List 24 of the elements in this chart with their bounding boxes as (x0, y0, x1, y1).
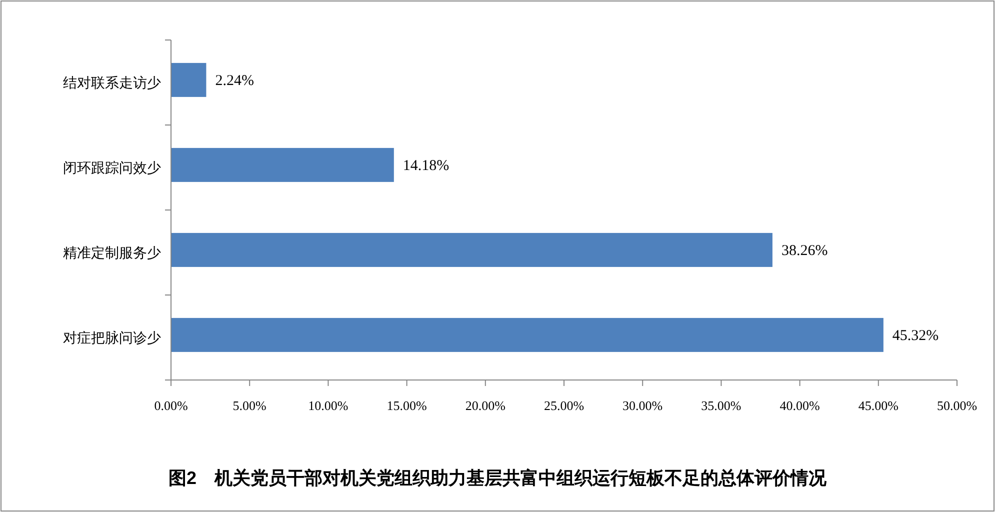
x-tick-label: 30.00% (622, 398, 663, 413)
x-tick-label: 0.00% (154, 398, 188, 413)
bar (171, 232, 772, 267)
data-label: 45.32% (892, 328, 939, 344)
y-tick-label: 结对联系走访少 (63, 74, 161, 90)
x-tick-label: 45.00% (858, 398, 899, 413)
x-tick-label: 40.00% (780, 398, 820, 413)
y-tick-label: 对症把脉问诊少 (63, 330, 161, 346)
data-label: 14.18% (402, 158, 450, 174)
x-tick-label: 10.00% (308, 398, 348, 413)
x-tick-label: 15.00% (386, 398, 428, 413)
bar (171, 62, 206, 97)
y-tick-label: 精准定制服务少 (63, 244, 161, 260)
text: 图2 机关党员干部对机关党组织助力基层共富中组织运行短板不足的总体评价情况 (168, 468, 828, 488)
x-tick-label: 50.00% (936, 398, 978, 413)
x-tick-label: 20.00% (465, 398, 506, 413)
data-label: 2.24% (215, 72, 254, 89)
bar (171, 318, 884, 352)
x-tick-label: 35.00% (701, 398, 742, 413)
y-tick-label: 闭环跟踪问效少 (63, 160, 161, 176)
bar (171, 148, 394, 182)
data-label: 38.26% (781, 242, 828, 259)
x-tick-label: 25.00% (544, 398, 584, 413)
x-tick-label: 5.00% (232, 398, 267, 413)
